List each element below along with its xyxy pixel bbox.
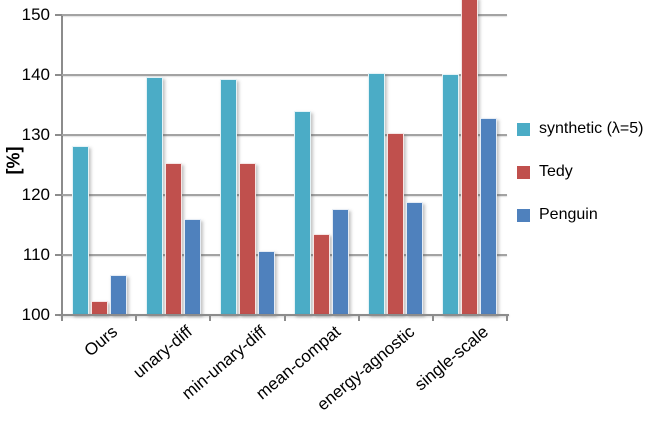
x-tick-mark bbox=[506, 315, 508, 321]
x-tick-mark bbox=[135, 315, 138, 321]
bar-synthetic-5--mean-compat bbox=[294, 111, 312, 315]
bar-synthetic-5--energy-agnostic bbox=[368, 72, 386, 315]
bar-tedy-ours bbox=[90, 301, 108, 315]
x-tick-mark bbox=[431, 315, 434, 321]
x-tick-mark bbox=[357, 315, 360, 321]
y-tick-mark bbox=[55, 254, 62, 256]
bar-group-energy-agnostic bbox=[359, 0, 433, 315]
bar-tedy-energy-agnostic bbox=[387, 133, 405, 315]
bar-synthetic-5--min-unary-diff bbox=[219, 78, 237, 315]
y-tick-label: 120 bbox=[21, 185, 50, 204]
bar-tedy-min-unary-diff bbox=[238, 162, 256, 315]
bar-penguin-mean-compat bbox=[332, 208, 350, 315]
gridline bbox=[62, 254, 507, 256]
bar-penguin-min-unary-diff bbox=[257, 251, 275, 315]
legend-swatch-penguin bbox=[517, 208, 530, 222]
legend-label: Penguin bbox=[539, 206, 598, 223]
legend-label: synthetic (λ=5) bbox=[539, 120, 644, 137]
gridline bbox=[62, 14, 507, 16]
legend-item-synthetic: synthetic (λ=5) bbox=[517, 118, 665, 140]
legend-item-tedy: Tedy bbox=[517, 161, 665, 183]
x-tick-mark bbox=[283, 315, 286, 321]
y-tick-mark bbox=[55, 14, 62, 16]
y-tick-label: 100 bbox=[21, 305, 50, 324]
y-tick-mark bbox=[55, 314, 62, 316]
bar-tedy-mean-compat bbox=[313, 234, 331, 315]
y-tick-label: 130 bbox=[21, 125, 50, 144]
x-axis-label-single-scale: single-scale bbox=[411, 322, 493, 395]
bar-penguin-ours bbox=[109, 274, 127, 315]
bar-group-min-unary-diff bbox=[210, 0, 284, 315]
y-tick-label: 140 bbox=[21, 65, 50, 84]
legend-swatch-tedy bbox=[517, 165, 530, 179]
y-tick-mark bbox=[55, 74, 62, 76]
bar-tedy-single-scale bbox=[461, 0, 479, 315]
y-tick-label: 150 bbox=[21, 5, 50, 24]
bar-penguin-single-scale bbox=[480, 118, 498, 315]
y-tick-mark bbox=[55, 194, 62, 196]
y-axis-line bbox=[61, 14, 63, 316]
y-tick-label: 110 bbox=[22, 245, 50, 264]
bar-group-unary-diff bbox=[136, 0, 210, 315]
x-tick-mark bbox=[209, 315, 212, 321]
x-tick-mark bbox=[61, 315, 63, 321]
legend-label: Tedy bbox=[539, 163, 573, 180]
x-axis-label-unary-diff: unary-diff bbox=[129, 322, 196, 382]
legend-swatch-synthetic bbox=[517, 122, 530, 136]
bar-group-single-scale bbox=[433, 0, 507, 315]
gridline bbox=[62, 134, 507, 136]
bar-synthetic-5--unary-diff bbox=[145, 77, 163, 315]
bar-penguin-energy-agnostic bbox=[406, 201, 424, 315]
bar-group-ours bbox=[62, 0, 136, 315]
bar-synthetic-5--ours bbox=[71, 146, 89, 315]
bar-group-mean-compat bbox=[285, 0, 359, 315]
gridline bbox=[62, 194, 507, 196]
bar-penguin-unary-diff bbox=[183, 219, 201, 315]
legend: synthetic (λ=5) Tedy Penguin bbox=[517, 118, 665, 247]
y-tick-mark bbox=[55, 134, 62, 136]
legend-item-penguin: Penguin bbox=[517, 204, 665, 226]
gridline bbox=[62, 74, 507, 76]
bar-synthetic-5--single-scale bbox=[442, 73, 460, 315]
x-axis-label-ours: Ours bbox=[80, 322, 122, 361]
bar-tedy-unary-diff bbox=[164, 162, 182, 315]
